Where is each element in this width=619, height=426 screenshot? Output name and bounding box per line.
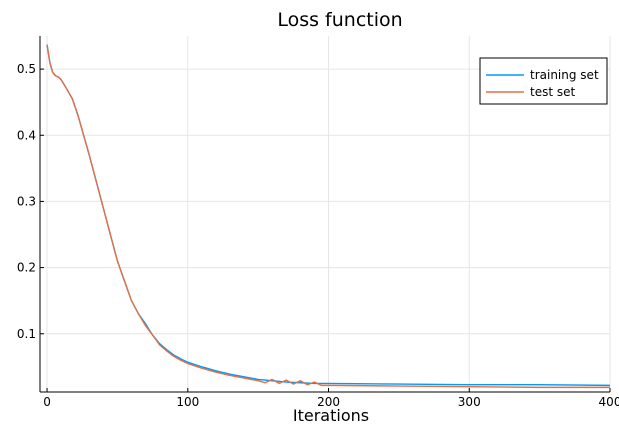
legend-label-test-set: test set: [530, 85, 575, 99]
legend-box: [479, 57, 608, 105]
y-tick-label-1: 0.2: [17, 261, 36, 275]
x-tick-label-2: 200: [317, 395, 340, 409]
tick-labels: 0 100 200 300 400 0.1 0.2 0.3 0.4 0.5: [17, 62, 619, 409]
chart-title: Loss function: [277, 9, 402, 31]
y-tick-label-0: 0.1: [17, 327, 36, 341]
x-tick-label-3: 300: [458, 395, 481, 409]
y-tick-label-4: 0.5: [17, 62, 36, 76]
legend: training set test set: [479, 57, 608, 105]
y-tick-label-3: 0.4: [17, 128, 36, 142]
y-tick-label-2: 0.3: [17, 194, 36, 208]
axes: [39, 36, 611, 393]
series-lines: [46, 44, 611, 389]
x-tick-label-1: 100: [176, 395, 199, 409]
series-line-test-set: [46, 44, 610, 389]
legend-label-training-set: training set: [530, 68, 599, 82]
x-axis-label: Iterations: [293, 406, 369, 425]
x-tick-label-4: 400: [599, 395, 619, 409]
x-tick-label-0: 0: [43, 395, 51, 409]
